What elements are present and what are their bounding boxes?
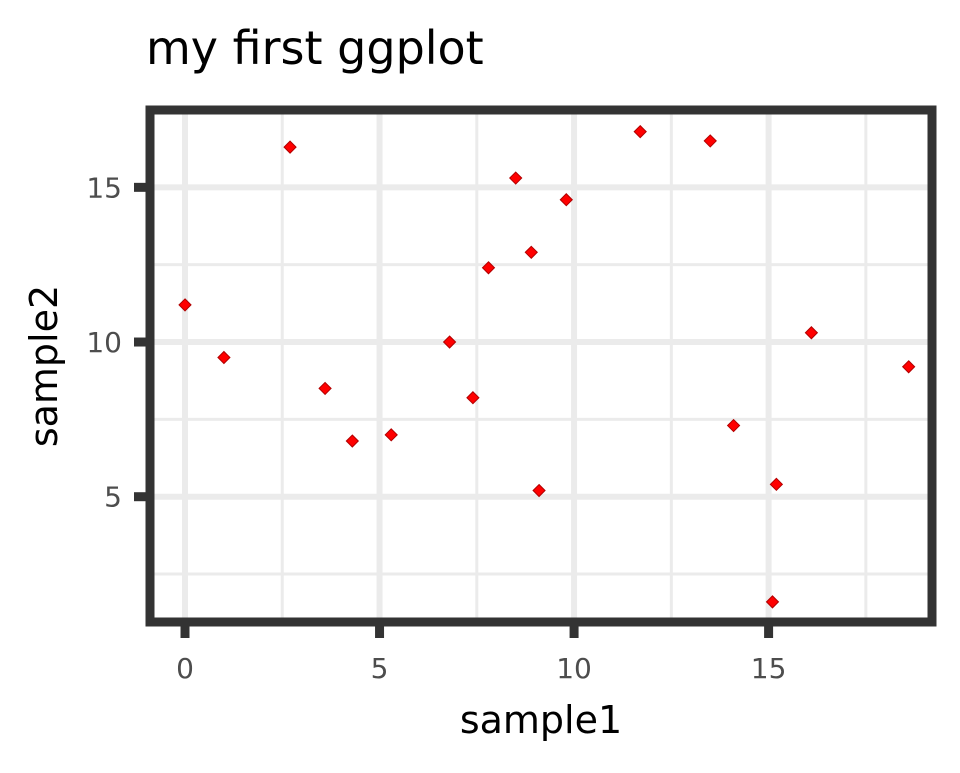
data-point <box>532 483 546 498</box>
x-axis-title: sample1 <box>460 698 622 742</box>
y-tick-label: 10 <box>86 326 122 359</box>
data-point <box>633 124 647 139</box>
data-point <box>509 171 523 185</box>
data-point <box>901 360 916 374</box>
data-point <box>559 193 573 207</box>
data-points <box>178 124 916 609</box>
data-point <box>283 140 297 154</box>
y-tick-label: 15 <box>86 171 122 204</box>
data-point <box>481 261 496 275</box>
data-point <box>769 477 784 492</box>
y-axis: 5 10 15 <box>86 171 146 514</box>
data-point <box>345 434 360 448</box>
data-point <box>726 418 741 433</box>
data-point <box>524 245 538 260</box>
data-point <box>217 350 231 365</box>
data-point <box>703 134 717 148</box>
data-point <box>318 381 332 396</box>
data-point <box>804 326 819 340</box>
data-point <box>442 335 457 349</box>
panel-border <box>145 105 937 627</box>
data-point <box>466 391 480 405</box>
data-point <box>765 595 780 609</box>
x-tick-label: 5 <box>371 652 389 685</box>
data-point <box>384 428 398 442</box>
x-tick-label: 15 <box>751 652 787 685</box>
data-point <box>178 298 192 312</box>
x-tick-label: 10 <box>556 652 592 685</box>
grid-lines <box>150 110 932 622</box>
x-axis: 0 5 10 15 <box>176 626 786 685</box>
x-tick-label: 0 <box>176 652 194 685</box>
y-axis-title: sample2 <box>22 285 66 447</box>
chart-title: my first ggplot <box>146 21 484 75</box>
y-tick-label: 5 <box>104 481 122 514</box>
